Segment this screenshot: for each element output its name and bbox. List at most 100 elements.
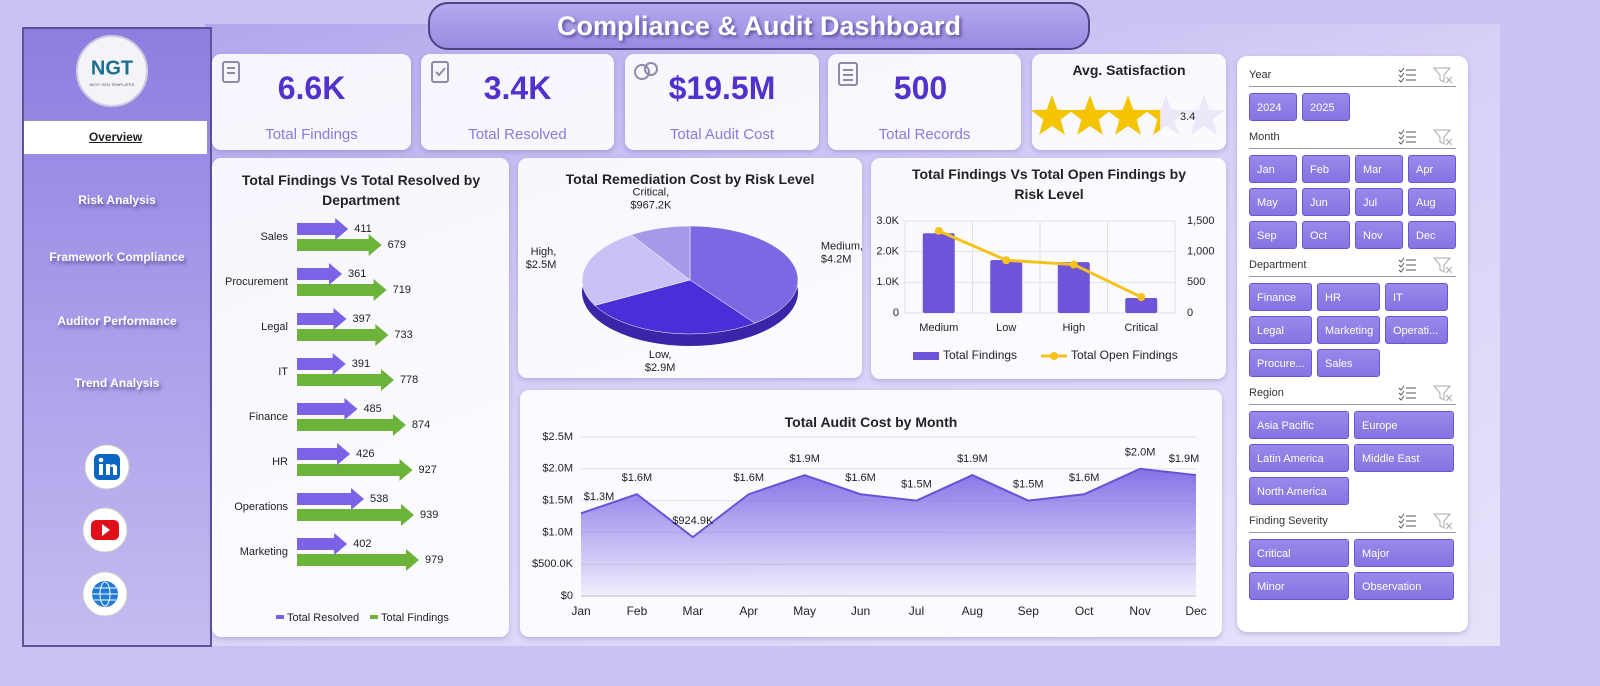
- chart-card: Total Findings Vs Total Resolved by Depa…: [212, 158, 509, 637]
- slicer-button[interactable]: Legal: [1249, 316, 1312, 344]
- bar: [297, 414, 406, 436]
- linkedin-icon[interactable]: [84, 444, 130, 490]
- kpi-icon: [634, 62, 658, 80]
- data-label: Medium, $4.2M: [821, 240, 862, 265]
- chart: 0 1.0K 2.0K 3.0K 0 500 1,000 1,500 Medium Low High…: [876, 215, 1214, 362]
- slicer-button[interactable]: Minor: [1249, 572, 1349, 600]
- dashboard-title: Compliance & Audit Dashboard: [556, 11, 962, 41]
- slicer-button[interactable]: Nov: [1355, 221, 1403, 249]
- slicer-button[interactable]: Jul: [1355, 188, 1403, 216]
- icon-stroke: [1398, 134, 1405, 140]
- legend-swatch: [370, 615, 378, 619]
- web-icon[interactable]: [82, 571, 128, 617]
- slicer-button[interactable]: 2025: [1302, 93, 1350, 121]
- slicer-header: Finding Severity: [1249, 510, 1456, 533]
- chart-title: Total Audit Cost by Month: [784, 414, 958, 430]
- slicer-button[interactable]: Critical: [1249, 539, 1349, 567]
- slicer-button[interactable]: Middle East: [1354, 444, 1454, 472]
- chart-card: Total Findings Vs Total Open Findings by…: [871, 158, 1226, 379]
- slicer-button[interactable]: Oct: [1302, 221, 1350, 249]
- y-tick-label: 0: [893, 307, 899, 319]
- multi-select-icon[interactable]: [1398, 129, 1416, 145]
- logo-text: NGT: [91, 57, 133, 79]
- kpi-value: 3.4K: [483, 70, 552, 106]
- data-label: $1.6M: [845, 472, 876, 484]
- icon-stroke: [1445, 394, 1453, 402]
- category-label: Procurement: [225, 276, 288, 288]
- slicer-button[interactable]: Finance: [1249, 283, 1312, 311]
- y-tick-label: $0: [561, 590, 573, 602]
- slicer-button[interactable]: Marketing: [1317, 316, 1380, 344]
- bar: [297, 234, 382, 256]
- slicer-items: Asia Pacific Europe Latin America Middle Ea…: [1249, 411, 1456, 505]
- slicer-button[interactable]: Apr: [1408, 155, 1456, 183]
- slicer-items: Finance HR IT Legal Marketing Operati... Procu…: [1249, 283, 1456, 377]
- x-tick-label: Oct: [1075, 604, 1094, 618]
- slicer-button[interactable]: Asia Pacific: [1249, 411, 1349, 439]
- slicer-button[interactable]: Mar: [1355, 155, 1403, 183]
- slicer-title: Finding Severity: [1249, 515, 1328, 527]
- multi-select-icon[interactable]: [1398, 385, 1416, 401]
- nav-item[interactable]: Risk Analysis: [78, 193, 156, 207]
- slicer-button[interactable]: Latin America: [1249, 444, 1349, 472]
- line-marker: [934, 226, 943, 235]
- nav-item[interactable]: Trend Analysis: [74, 376, 160, 390]
- data-label: 679: [388, 239, 406, 251]
- slicer-button[interactable]: Sep: [1249, 221, 1297, 249]
- slicer-button[interactable]: Observation: [1354, 572, 1454, 600]
- clear-filter-icon[interactable]: [1432, 513, 1453, 530]
- slicer-button[interactable]: Sales: [1317, 349, 1380, 377]
- data-label: 874: [412, 419, 430, 431]
- data-label: $1.9M: [957, 453, 988, 465]
- bar: [297, 488, 365, 510]
- multi-select-icon[interactable]: [1398, 67, 1416, 83]
- icon-stroke: [1432, 257, 1452, 273]
- legend-swatch: [276, 615, 284, 619]
- multi-select-icon[interactable]: [1398, 513, 1416, 529]
- chart-title: Total Remediation Cost by Risk Level: [565, 171, 815, 187]
- chart: Medium, $4.2M Low, $2.9M High, $2.5M Critical,…: [526, 186, 862, 374]
- slicer-button[interactable]: Feb: [1302, 155, 1350, 183]
- slicer-button[interactable]: Procure...: [1249, 349, 1312, 377]
- slicer-button[interactable]: Jan: [1249, 155, 1297, 183]
- data-label: 939: [420, 509, 438, 521]
- slicer-button[interactable]: IT: [1385, 283, 1448, 311]
- youtube-icon[interactable]: [82, 507, 128, 553]
- icon-stroke: [1398, 390, 1405, 396]
- nav-item[interactable]: Framework Compliance: [49, 250, 185, 264]
- slicer-button[interactable]: Aug: [1408, 188, 1456, 216]
- chart-card: Total Audit Cost by Month $0 $500.0K $1.0M $…: [520, 390, 1222, 637]
- x-tick-label: May: [793, 604, 816, 618]
- legend-label: Total Findings: [943, 348, 1017, 362]
- bar: [297, 398, 358, 420]
- slicer-button[interactable]: North America: [1249, 477, 1349, 505]
- slicer-button[interactable]: HR: [1317, 283, 1380, 311]
- slicer-header: Month: [1249, 126, 1456, 149]
- slicer-button[interactable]: May: [1249, 188, 1297, 216]
- clear-filter-icon[interactable]: [1432, 67, 1453, 84]
- clear-filter-icon[interactable]: [1432, 129, 1453, 146]
- slicer-items: Critical Major Minor Observation: [1249, 539, 1456, 600]
- nav-item[interactable]: Auditor Performance: [57, 314, 177, 328]
- data-label: 485: [363, 403, 381, 415]
- slicer-button[interactable]: Europe: [1354, 411, 1454, 439]
- icon-stroke: [1432, 513, 1452, 529]
- star-fill: [1032, 95, 1161, 135]
- multi-select-icon[interactable]: [1398, 257, 1416, 273]
- x-tick-label: Apr: [739, 604, 758, 618]
- y2-tick-label: 500: [1187, 276, 1205, 288]
- data-label: High, $2.5M: [526, 246, 557, 271]
- slicer-button[interactable]: Dec: [1408, 221, 1456, 249]
- y-tick-label: 3.0K: [876, 215, 899, 227]
- clear-filter-icon[interactable]: [1432, 257, 1453, 274]
- slicer-button[interactable]: Major: [1354, 539, 1454, 567]
- category-label: Operations: [234, 501, 288, 513]
- clear-filter-icon[interactable]: [1432, 385, 1453, 402]
- slicer-button[interactable]: 2024: [1249, 93, 1297, 121]
- slicer-button[interactable]: Jun: [1302, 188, 1350, 216]
- slicer-button[interactable]: Operati...: [1385, 316, 1448, 344]
- data-label: 402: [353, 538, 371, 550]
- nav-item[interactable]: Overview: [24, 121, 207, 154]
- x-tick-label: Jul: [909, 604, 924, 618]
- y-tick-label: $500.0K: [532, 558, 574, 570]
